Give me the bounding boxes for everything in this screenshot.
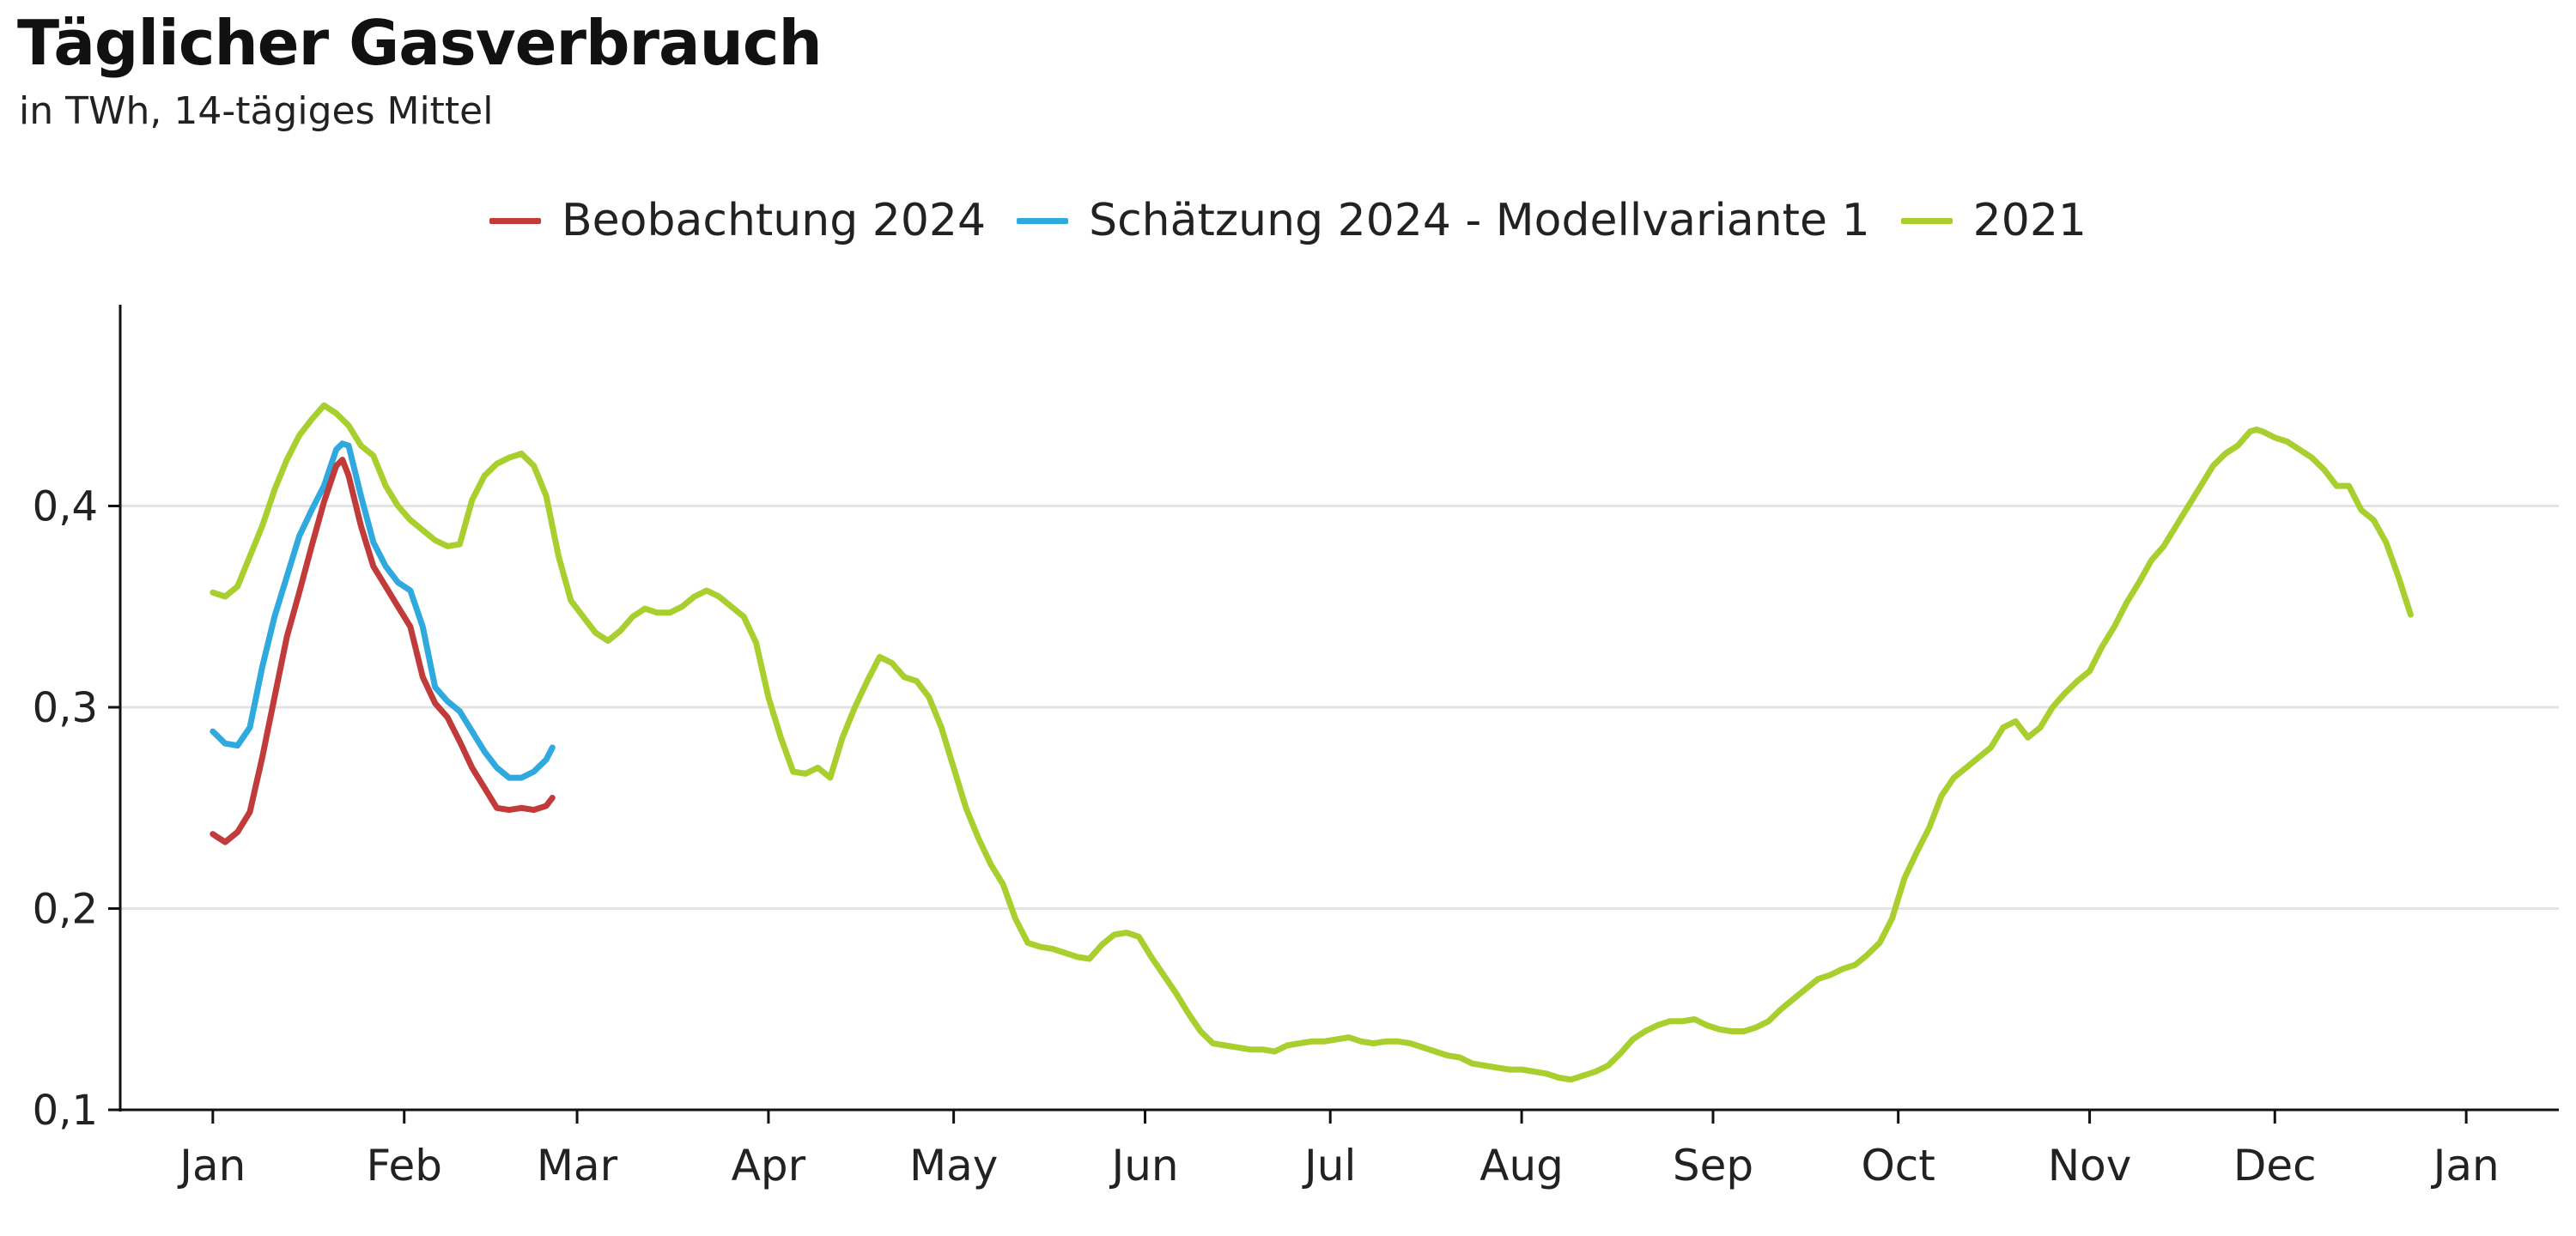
- series-line-schaetzung-2024: [210, 440, 556, 781]
- y-tick-label-3: 0,4: [33, 483, 98, 531]
- legend-label-schaetzung-2024: Schätzung 2024 - Modellvariante 1: [1089, 195, 1870, 246]
- legend-item-schaetzung-2024: Schätzung 2024 - Modellvariante 1: [1017, 195, 1870, 246]
- chart-subtitle: in TWh, 14-tägiges Mittel: [19, 89, 494, 133]
- x-tick-label-5: Jun: [1109, 1141, 1178, 1191]
- x-tick-label-3: Apr: [732, 1141, 806, 1191]
- legend-swatch-schaetzung-2024: [1017, 217, 1069, 224]
- legend-item-2021: 2021: [1900, 195, 2087, 246]
- legend-swatch-beobachtung-2024: [489, 217, 541, 224]
- x-tick-label-9: Oct: [1861, 1141, 1935, 1191]
- series-lines: [210, 402, 2414, 1083]
- x-tick-label-11: Dec: [2233, 1141, 2317, 1191]
- series-line-2021: [210, 402, 2414, 1083]
- legend-label-2021: 2021: [1972, 195, 2087, 246]
- legend-label-beobachtung-2024: Beobachtung 2024: [562, 195, 987, 246]
- x-tick-label-4: May: [909, 1141, 998, 1191]
- legend-item-beobachtung-2024: Beobachtung 2024: [489, 195, 986, 246]
- series-line-beobachtung-2024: [210, 457, 556, 845]
- x-tick-label-6: Jul: [1302, 1141, 1356, 1191]
- y-tick-label-2: 0,3: [33, 684, 98, 732]
- x-tick-label-2: Mar: [537, 1141, 618, 1191]
- x-tick-label-8: Sep: [1673, 1141, 1753, 1191]
- legend: Beobachtung 2024 Schätzung 2024 - Modell…: [0, 191, 2576, 251]
- chart-title: Täglicher Gasverbrauch: [17, 7, 823, 79]
- gridlines: [120, 505, 2559, 910]
- x-tick-label-10: Nov: [2048, 1141, 2132, 1191]
- axes: 0,1 0,2 0,3 0,4 Jan Feb Mar Apr May Jun Jul Aug Sep O…: [33, 305, 2559, 1191]
- x-tick-label-0: Jan: [177, 1141, 246, 1191]
- y-tick-label-1: 0,2: [33, 886, 98, 934]
- x-tick-label-7: Aug: [1479, 1141, 1564, 1191]
- x-tick-label-12: Jan: [2431, 1141, 2500, 1191]
- x-tick-label-1: Feb: [366, 1141, 442, 1191]
- y-tick-label-0: 0,1: [33, 1087, 98, 1135]
- legend-swatch-2021: [1900, 217, 1953, 224]
